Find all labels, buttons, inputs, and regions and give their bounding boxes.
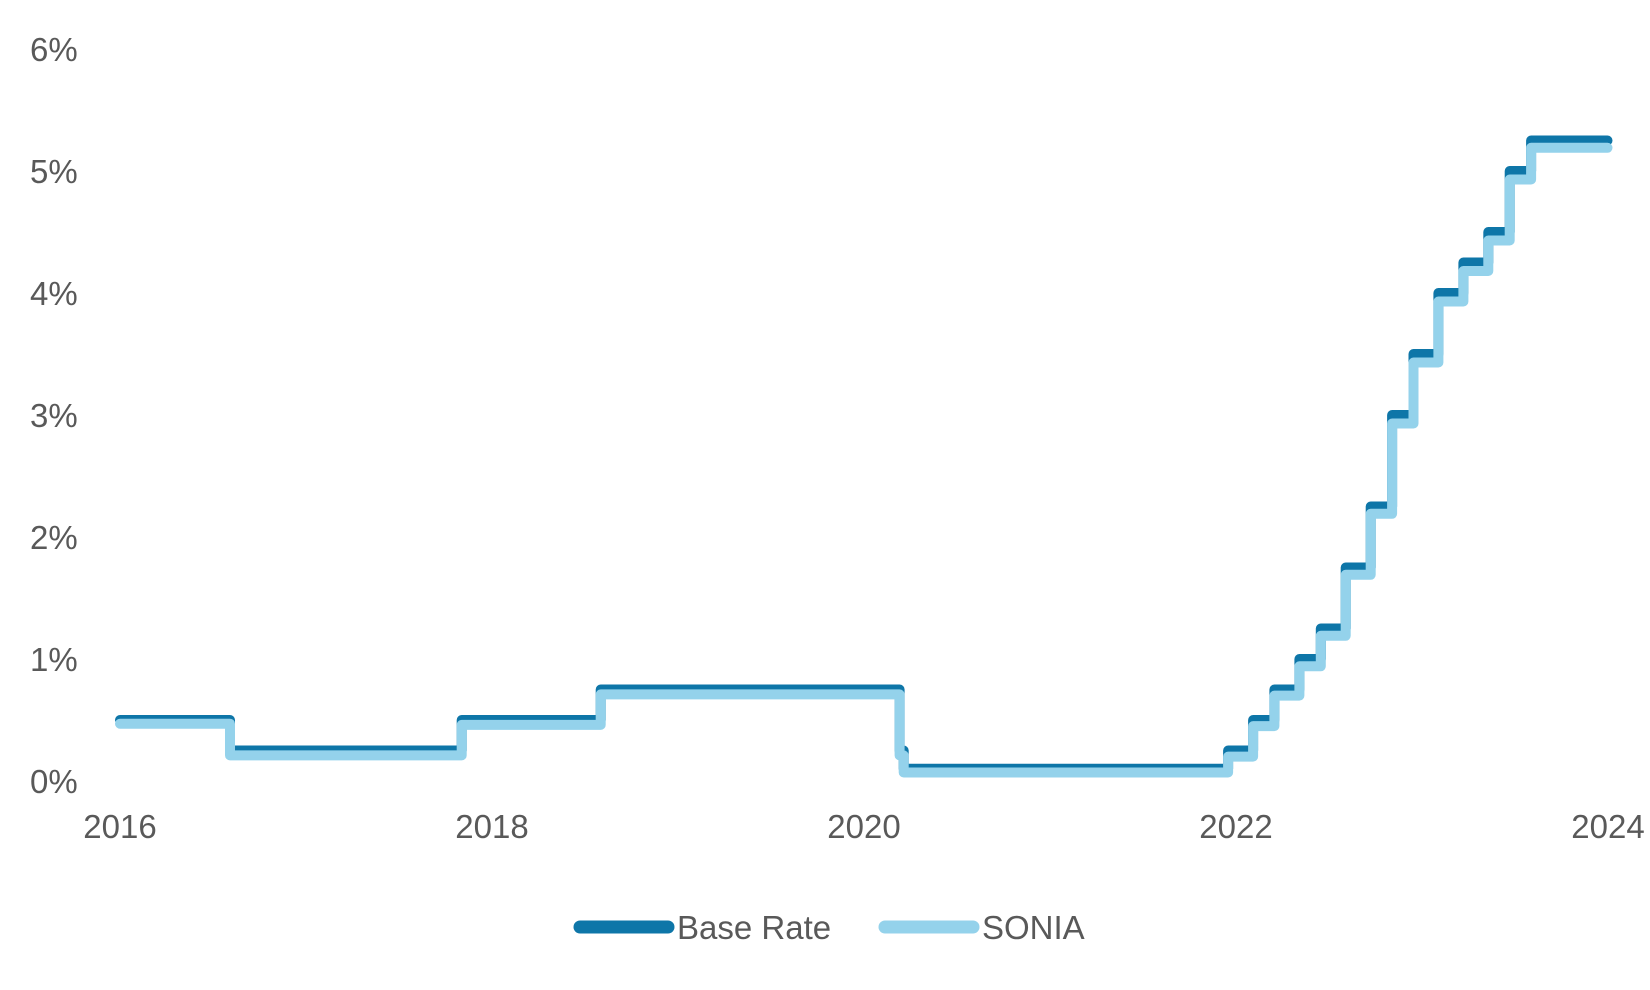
x-tick-label: 2024 [1571,808,1644,845]
y-tick-label: 5% [30,153,78,190]
y-tick-label: 0% [30,763,78,800]
x-axis-ticks: 2016 2018 2020 2022 2024 [83,808,1644,845]
y-tick-label: 2% [30,519,78,556]
x-tick-label: 2020 [827,808,900,845]
y-tick-label: 6% [30,31,78,68]
series-lines [115,135,1613,778]
series-line-base-rate [115,135,1613,774]
y-tick-label: 3% [30,397,78,434]
x-tick-label: 2016 [83,808,156,845]
series-line-sonia [115,142,1613,778]
legend-label-sonia: SONIA [982,909,1085,946]
legend: Base Rate SONIA [573,909,1085,946]
y-tick-label: 1% [30,641,78,678]
y-tick-label: 4% [30,275,78,312]
y-axis-ticks: 0% 1% 2% 3% 4% 5% 6% [30,31,78,800]
x-tick-label: 2018 [455,808,528,845]
legend-label-base-rate: Base Rate [677,909,831,946]
x-tick-label: 2022 [1199,808,1272,845]
